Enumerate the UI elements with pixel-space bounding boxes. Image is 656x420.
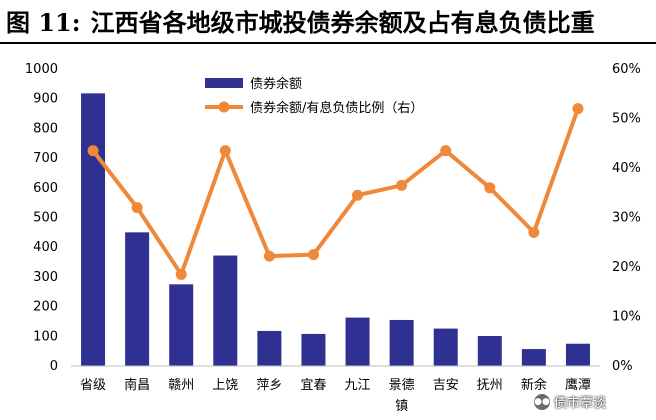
left-tick-label: 800 [33, 121, 58, 136]
ratio-point [484, 182, 496, 194]
ratio-point [219, 145, 231, 157]
category-label: 南昌 [124, 377, 150, 393]
watermark: ●● 债市覃谈 [534, 392, 606, 411]
left-tick-label: 400 [33, 240, 58, 255]
legend: 债券余额 债券余额/有息负债比例（右） [205, 76, 423, 116]
right-tick-label: 60% [612, 62, 641, 77]
bar [257, 330, 282, 366]
category-label: 赣州 [168, 378, 194, 393]
bar-series [81, 93, 590, 366]
category-label: 宜春 [300, 378, 326, 393]
category-label: 省级 [80, 378, 106, 393]
category-label: 新余 [521, 377, 547, 393]
ratio-point [307, 249, 319, 261]
right-tick-label: 50% [612, 112, 641, 127]
right-tick-label: 10% [612, 310, 641, 325]
right-tick-label: 20% [612, 260, 641, 275]
right-tick-label: 0% [612, 359, 633, 374]
left-y-axis: 0 100 200 300 400 500 600 700 800 900 1000 [25, 62, 58, 374]
bar [389, 319, 414, 366]
ratio-point [440, 145, 452, 157]
bar [477, 336, 502, 366]
wechat-icon: ●● [534, 393, 550, 410]
x-axis: 省级 南昌 赣州 上饶 萍乡 宜春 九江 景德镇 吉安 抚州 新余 鹰潭 [71, 365, 600, 414]
bar [213, 255, 238, 366]
ratio-point [263, 250, 275, 262]
ratio-line [91, 107, 580, 277]
left-tick-label: 700 [33, 151, 58, 166]
category-label: 吉安 [433, 378, 459, 393]
category-label: 鹰潭 [565, 377, 591, 393]
ratio-point [396, 179, 408, 191]
legend-bar-label: 债券余额 [250, 76, 302, 92]
bar [345, 317, 370, 366]
title-divider [0, 42, 656, 44]
bar [565, 343, 590, 366]
ratio-point [572, 103, 584, 115]
figure-label: 图 11: [6, 7, 81, 37]
left-tick-label: 600 [33, 181, 58, 196]
legend-line-label: 债券余额/有息负债比例（右） [250, 100, 423, 116]
left-tick-label: 200 [33, 300, 58, 315]
left-tick-label: 100 [33, 329, 58, 344]
left-tick-label: 1000 [25, 62, 58, 77]
bar [169, 284, 194, 366]
figure-title-row: 图 11: 江西省各地级市城投债券余额及占有息负债比重 [0, 0, 656, 40]
right-tick-label: 40% [612, 161, 641, 176]
legend-bar-swatch [205, 78, 243, 88]
ratio-point [528, 226, 540, 238]
bar [81, 93, 106, 366]
left-tick-label: 900 [33, 92, 58, 107]
bar [433, 328, 458, 366]
category-label: 抚州 [477, 378, 503, 393]
bar [301, 333, 326, 366]
bar-line-chart: 0 100 200 300 400 500 600 700 800 900 1000 0% 10% 20… [25, 62, 641, 414]
category-label: 萍乡 [256, 378, 282, 393]
bar [125, 232, 150, 366]
left-tick-label: 0 [50, 359, 58, 374]
left-tick-label: 500 [33, 211, 58, 226]
ratio-point [175, 268, 187, 280]
watermark-text: 债市覃谈 [554, 396, 607, 411]
bar [521, 349, 546, 366]
figure-title: 江西省各地级市城投债券余额及占有息负债比重 [90, 8, 595, 37]
right-y-axis: 0% 10% 20% 30% 40% 50% 60% [612, 62, 641, 374]
right-tick-label: 30% [612, 211, 641, 226]
left-tick-label: 300 [33, 270, 58, 285]
ratio-point [131, 202, 143, 214]
category-label: 景德镇 [389, 378, 415, 414]
category-label: 上饶 [212, 378, 238, 393]
ratio-point [352, 189, 364, 201]
ratio-point [87, 145, 99, 157]
legend-line-marker [218, 101, 230, 113]
category-label: 九江 [345, 378, 371, 393]
line-series [87, 103, 584, 280]
